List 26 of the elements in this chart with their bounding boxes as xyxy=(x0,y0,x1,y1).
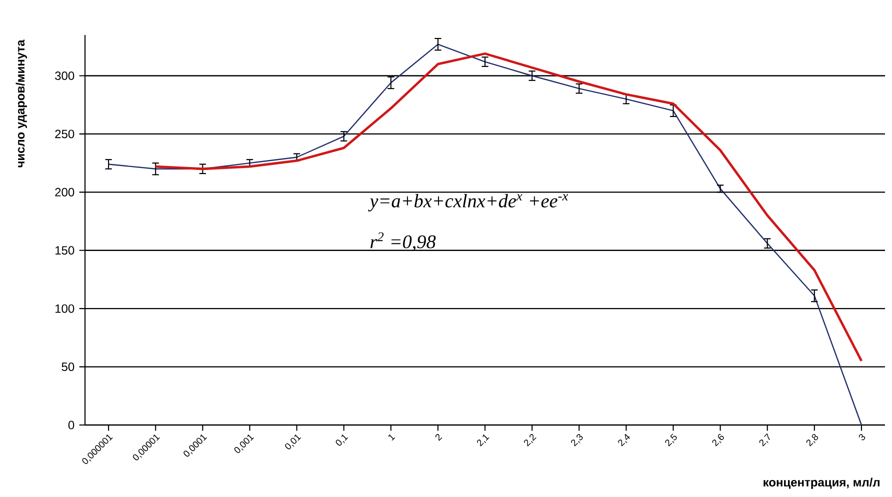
line-series xyxy=(154,52,863,362)
x-tick-label: 2,4 xyxy=(618,434,630,446)
x-tick-label: 2,2 xyxy=(524,434,536,446)
y-tick-label: 0 xyxy=(68,420,74,430)
y-tick-label: 250 xyxy=(55,130,74,138)
x-tick-label: 2,3 xyxy=(571,434,583,446)
x-tick-label: 0,1 xyxy=(336,434,348,446)
x-tick-label: 2,7 xyxy=(759,433,770,446)
x-tick-label: 2,1 xyxy=(476,434,490,446)
y-tick-label: 50 xyxy=(62,362,74,372)
y-tick-label: 200 xyxy=(55,188,74,196)
x-tick-label: 3 xyxy=(858,434,866,440)
y-tick-label: 100 xyxy=(56,304,74,313)
annotation: r$^{2}$ =0,98 xyxy=(370,232,436,252)
x-tick-label: 2,6 xyxy=(712,434,724,446)
x-tick-label: 0,01 xyxy=(285,434,302,450)
line-series xyxy=(108,44,862,426)
x-axis-title: концентрация, мл/л xyxy=(764,478,880,489)
y-tick-label: 150 xyxy=(56,246,74,255)
x-tick-label: 2 xyxy=(435,434,442,441)
y-tick-label: 300 xyxy=(55,71,74,80)
x-tick-label: 1 xyxy=(388,434,396,441)
x-tick-label: 2,8 xyxy=(806,434,818,446)
x-tick-label: 2,5 xyxy=(665,434,677,446)
y-axis-title: число ударов/минута xyxy=(16,40,27,168)
annotation: y=a+bx+cxlnx+de$^{x}$ +ee$^{-x}$ xyxy=(368,194,568,212)
